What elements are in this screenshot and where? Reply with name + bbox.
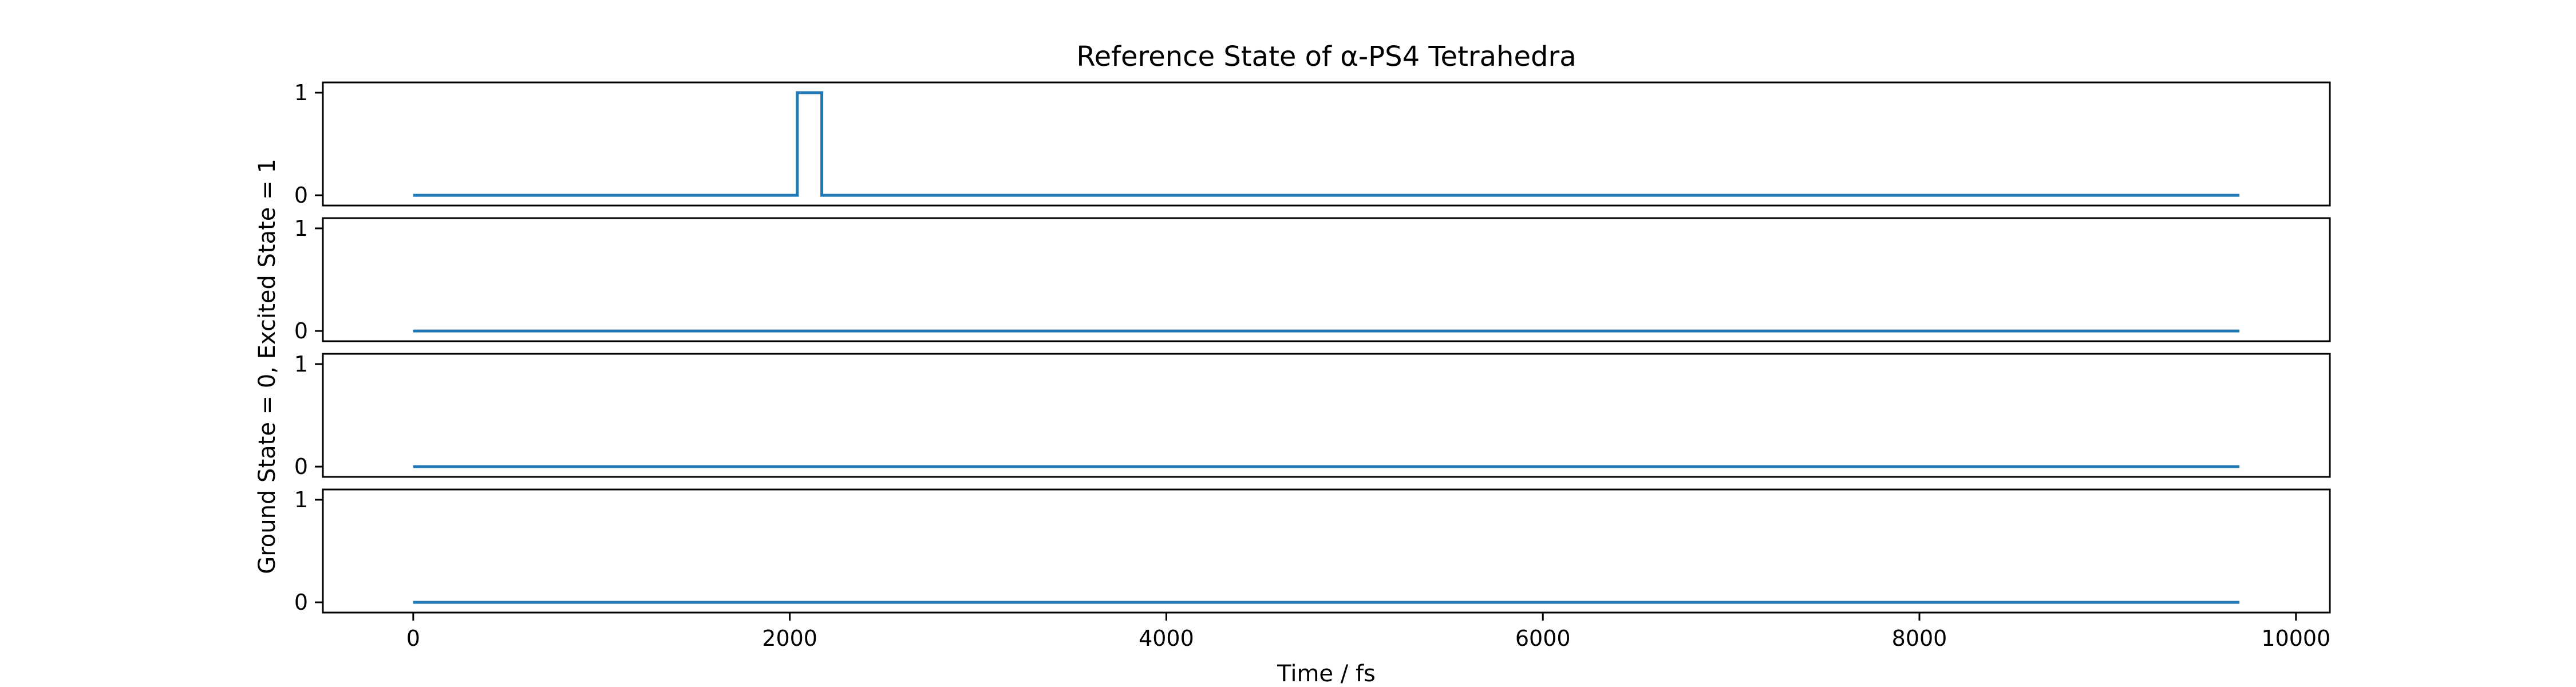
panel-3: 01 — [294, 352, 2331, 479]
x-tick-label: 6000 — [1515, 626, 1571, 651]
panel-4: 01 — [294, 487, 2331, 621]
y-axis-label: Ground State = 0, Excited State = 1 — [254, 159, 280, 574]
y-tick-label: 0 — [294, 590, 308, 615]
y-tick-label: 0 — [294, 454, 308, 479]
panel-frame — [322, 488, 2331, 614]
x-tick-label: 10000 — [2261, 626, 2330, 651]
panel-frame — [322, 217, 2331, 342]
panel-2: 01 — [294, 216, 2331, 344]
x-axis-label: Time / fs — [1277, 661, 1376, 687]
y-tick-label: 1 — [294, 80, 308, 105]
x-tick-label: 2000 — [762, 626, 817, 651]
panel-frame — [322, 353, 2331, 478]
y-tick-label: 1 — [294, 216, 308, 241]
x-tick-label: 0 — [406, 626, 420, 651]
y-tick-label: 1 — [294, 487, 308, 512]
y-tick-label: 1 — [294, 352, 308, 377]
chart-title: Reference State of α-PS4 Tetrahedra — [1076, 41, 1576, 73]
panel-1: 01 — [294, 80, 2331, 208]
x-tick-label: 8000 — [1892, 626, 1947, 651]
x-tick-label: 4000 — [1139, 626, 1194, 651]
x-axis: 0 2000 4000 6000 8000 10000 — [406, 626, 2330, 651]
y-tick-label: 0 — [294, 183, 308, 208]
y-tick-label: 0 — [294, 318, 308, 344]
series-line — [413, 91, 2240, 197]
panel-frame — [322, 81, 2331, 207]
